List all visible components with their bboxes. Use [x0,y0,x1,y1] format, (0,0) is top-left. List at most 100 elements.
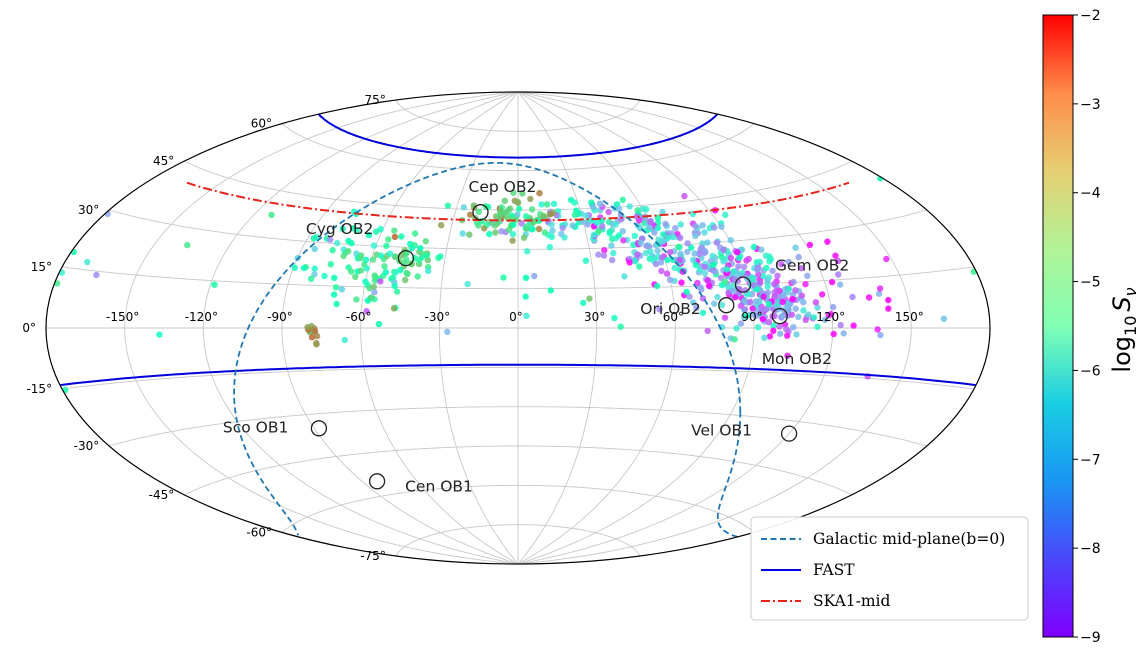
source-point [586,295,593,302]
source-point [528,206,536,213]
source-point [802,281,809,288]
source-point [664,256,671,264]
source-point [569,222,576,229]
source-point [524,223,531,230]
association-marker [472,204,489,221]
source-point [313,339,320,347]
source-point [691,250,698,257]
lat-tick-label: -75° [360,549,386,563]
source-point [304,324,311,331]
source-point [416,257,423,264]
source-point [792,305,799,312]
source-point [327,261,334,268]
legend-box [750,516,1029,621]
lat-tick-label: 15° [31,260,52,274]
legend-label: FAST [813,561,855,579]
lat-tick-label: 0° [22,321,36,335]
association-label: Cep OB2 [469,178,537,196]
source-point [814,323,821,331]
source-point [550,200,558,207]
source-point [626,259,633,266]
source-point [766,253,773,260]
source-point [211,281,218,288]
source-point [885,305,892,312]
colorbar-label: log10Sν [1108,287,1140,372]
source-point [520,234,528,241]
source-point [752,312,760,320]
source-point [774,287,781,294]
source-point [617,323,624,330]
source-point [515,205,523,213]
source-point [676,256,684,264]
galactic-mid-plane-line [233,162,742,536]
source-point [601,247,608,254]
source-point [636,263,643,270]
source-point [758,308,765,315]
colorbar-tick-label: −4 [1080,186,1101,202]
source-point [666,249,674,256]
source-point [370,242,378,249]
source-point [362,278,369,285]
source-point [536,190,543,197]
source-point [531,272,538,280]
source-point [720,258,727,265]
colorbar-tick-label: −7 [1080,452,1101,468]
source-point [681,192,688,200]
source-point [814,304,821,311]
source-point [609,256,616,264]
source-point [392,253,399,260]
source-point [414,273,421,280]
source-point [686,293,693,300]
source-points [53,175,977,394]
source-point [582,212,590,219]
lon-tick-label: 150° [895,310,924,324]
source-point [830,330,837,338]
source-point [651,229,658,236]
lon-tick-label: -90° [267,310,293,324]
source-point [311,328,319,335]
lon-tick-label: 90° [741,310,762,324]
source-point [362,256,370,263]
source-point [743,312,751,319]
source-point [755,271,762,278]
source-point [308,334,316,341]
source-point [704,239,711,246]
source-point [734,249,741,256]
source-point [810,314,818,321]
source-point [459,230,466,237]
source-point [758,246,765,253]
source-point [492,229,499,236]
source-point [753,259,760,266]
source-point [329,247,336,254]
source-point [874,326,881,333]
source-point [849,293,856,301]
lat-tick-label: 30° [78,203,99,217]
source-point [509,237,516,244]
source-point [381,263,388,270]
source-point [834,257,842,265]
source-point [677,234,684,241]
source-point [724,283,732,290]
source-point [784,332,791,339]
source-point [425,267,432,275]
source-point [759,316,767,323]
source-point [390,305,398,312]
source-point [727,237,734,244]
source-point [408,260,416,268]
source-point [571,199,578,206]
source-point [631,232,638,240]
source-point [701,270,708,277]
source-point [634,207,641,214]
parallel-line [109,209,927,250]
source-point [658,267,665,275]
source-point [678,279,685,286]
source-point [535,225,543,233]
source-point [875,290,883,297]
lon-tick-label: -150° [106,310,139,324]
lon-tick-label: 30° [584,310,605,324]
source-point [749,305,756,312]
source-point [684,240,691,247]
source-point [666,276,674,283]
source-point [509,231,517,238]
association-marker [310,420,328,437]
